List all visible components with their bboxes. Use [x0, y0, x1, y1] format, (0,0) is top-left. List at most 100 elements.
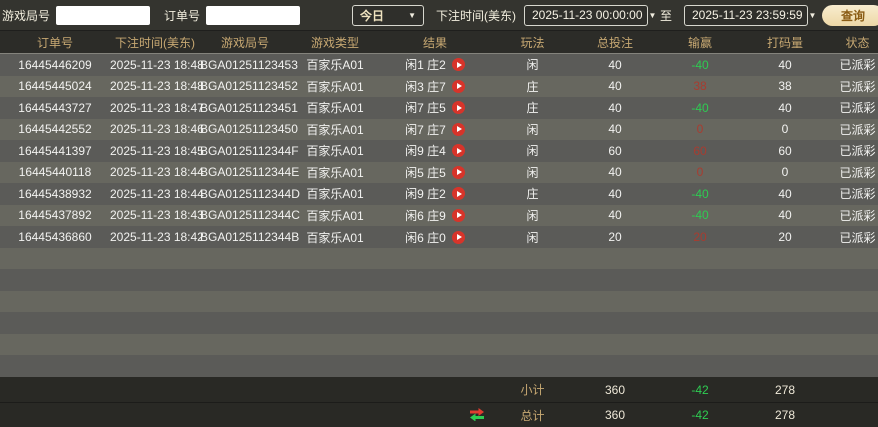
cell-order-no: 16445445024 [18, 79, 92, 94]
play-icon[interactable] [451, 122, 465, 136]
cell-order-no: 16445436860 [18, 230, 92, 245]
cell-status: 已派彩 [839, 165, 876, 180]
empty-row [0, 312, 878, 334]
play-icon[interactable] [451, 58, 465, 72]
cell-game-type: 百家乐A01 [306, 58, 364, 73]
cell-rolling: 40 [778, 186, 792, 201]
header-game-round: 游戏局号 [220, 35, 269, 50]
subtotal-label: 小计 [520, 383, 545, 397]
result-text: 闲5 庄5 [405, 165, 446, 180]
cell-bet-time: 2025-11-23 18:43 [110, 208, 204, 223]
swap-arrows-icon[interactable] [468, 407, 486, 424]
cell-rolling: 40 [778, 208, 792, 223]
cell-order-no: 16445440118 [18, 165, 92, 180]
game-round-input[interactable] [56, 5, 151, 25]
cell-play: 庄 [526, 79, 539, 94]
cell-win-loss: 38 [693, 79, 707, 94]
chevron-down-icon: ▼ [648, 10, 657, 20]
cell-play: 庄 [526, 187, 539, 202]
table-row: 16445442552 2025-11-23 18:46 BGA01251123… [0, 118, 878, 141]
cell-bet-time: 2025-11-23 18:47 [110, 100, 204, 115]
cell-game-round: BGA0125112344F [200, 143, 299, 158]
cell-game-round: BGA0125112344E [200, 165, 300, 180]
cell-total-bet: 40 [608, 165, 622, 180]
cell-game-type: 百家乐A01 [306, 208, 364, 223]
cell-total-bet: 40 [608, 208, 622, 223]
date-from-dropdown[interactable]: 2025-11-23 00:00:00 ▼ [523, 4, 656, 26]
date-to-value: 2025-11-23 23:59:59 [692, 8, 803, 22]
cell-order-no: 16445441397 [18, 143, 92, 158]
table-row: 16445436860 2025-11-23 18:42 BGA01251123… [0, 226, 878, 248]
cell-win-loss: 0 [696, 122, 704, 137]
game-round-label: 游戏局号 [2, 8, 51, 23]
cell-game-type: 百家乐A01 [306, 165, 364, 180]
play-icon[interactable] [451, 187, 465, 201]
cell-rolling: 40 [778, 57, 792, 72]
cell-game-type: 百家乐A01 [306, 101, 364, 116]
cell-rolling: 40 [778, 100, 792, 115]
cell-total-bet: 40 [608, 122, 622, 137]
order-no-label: 订单号 [164, 8, 201, 23]
empty-row [0, 247, 878, 270]
cell-rolling: 0 [781, 122, 789, 137]
play-icon[interactable] [451, 101, 465, 115]
play-icon[interactable] [451, 165, 465, 179]
cell-bet-time: 2025-11-23 18:45 [110, 143, 204, 158]
cell-status: 已派彩 [839, 208, 876, 223]
play-icon[interactable] [451, 208, 465, 222]
cell-bet-time: 2025-11-23 18:48 [110, 57, 204, 72]
cell-result: 闲9 庄2 [380, 185, 490, 202]
cell-game-round: BGA0125112344D [200, 186, 300, 201]
cell-rolling: 20 [778, 230, 792, 245]
cell-play: 闲 [526, 165, 539, 180]
play-icon[interactable] [451, 144, 465, 158]
date-preset-dropdown[interactable]: 今日 ▼ [351, 4, 424, 26]
order-no-input[interactable] [206, 5, 301, 25]
cell-play: 闲 [526, 230, 539, 245]
cell-game-type: 百家乐A01 [306, 144, 364, 159]
query-button[interactable]: 查询 [822, 4, 878, 26]
result-text: 闲7 庄5 [405, 101, 446, 116]
table-row: 16445445024 2025-11-23 18:48 BGA01251123… [0, 75, 878, 98]
play-icon[interactable] [451, 230, 465, 244]
cell-bet-time: 2025-11-23 18:46 [110, 122, 204, 137]
cell-game-type: 百家乐A01 [306, 187, 364, 202]
cell-rolling: 0 [781, 165, 789, 180]
date-to-dropdown[interactable]: 2025-11-23 23:59:59 ▼ [684, 4, 816, 26]
cell-game-type: 百家乐A01 [306, 230, 364, 245]
cell-game-round: BGA01251123452 [200, 79, 298, 94]
grand-total-win-loss: -42 [691, 408, 709, 422]
cell-order-no: 16445442552 [18, 122, 92, 137]
cell-status: 已派彩 [839, 144, 876, 159]
cell-total-bet: 40 [608, 100, 622, 115]
table-row: 16445440118 2025-11-23 18:44 BGA01251123… [0, 161, 878, 184]
result-text: 闲6 庄9 [405, 208, 446, 223]
cell-status: 已派彩 [839, 101, 876, 116]
header-result: 结果 [422, 35, 447, 50]
header-play: 玩法 [520, 35, 545, 50]
cell-game-type: 百家乐A01 [306, 79, 364, 94]
cell-result: 闲7 庄5 [380, 99, 490, 116]
result-text: 闲1 庄2 [405, 58, 446, 73]
date-from-value: 2025-11-23 00:00:00 [531, 8, 643, 22]
cell-play: 闲 [526, 144, 539, 159]
chevron-down-icon: ▼ [808, 10, 817, 20]
cell-order-no: 16445446209 [18, 57, 92, 72]
header-game-type: 游戏类型 [310, 35, 359, 50]
cell-game-round: BGA0125112344C [200, 208, 300, 223]
filter-toolbar: 游戏局号 订单号 今日 ▼ 下注时间(美东) 2025-11-23 00:00:… [0, 0, 878, 30]
cell-win-loss: 60 [693, 143, 707, 158]
table-body: 16445446209 2025-11-23 18:48 BGA01251123… [0, 53, 878, 377]
header-status: 状态 [845, 35, 870, 50]
play-icon[interactable] [451, 79, 465, 93]
cell-play: 闲 [526, 208, 539, 223]
cell-win-loss: -40 [691, 100, 709, 115]
subtotal-rolling: 278 [774, 382, 796, 397]
cell-result: 闲6 庄9 [380, 207, 490, 224]
result-text: 闲9 庄2 [405, 187, 446, 202]
cell-bet-time: 2025-11-23 18:44 [110, 186, 204, 201]
cell-total-bet: 40 [608, 79, 622, 94]
table-row: 16445441397 2025-11-23 18:45 BGA01251123… [0, 140, 878, 162]
cell-total-bet: 60 [608, 143, 622, 158]
